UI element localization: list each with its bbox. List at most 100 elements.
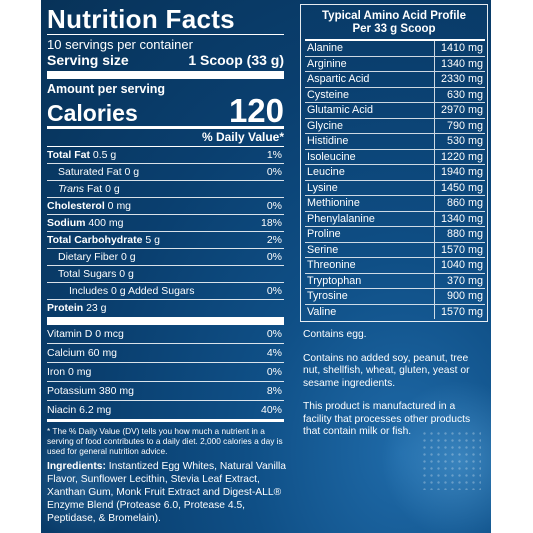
nutrient-row: Trans Fat 0 g xyxy=(47,180,284,197)
vitamin-row: Vitamin D 0 mcg 0% xyxy=(47,325,284,343)
amino-row: Glutamic Acid 2970 mg xyxy=(305,103,485,119)
amino-title-line2: Per 33 g Scoop xyxy=(352,22,436,35)
nutrient-amount: 23 g xyxy=(83,301,107,314)
amino-name: Methionine xyxy=(305,196,435,211)
nutrient-label: Dietary Fiber 0 g xyxy=(58,250,136,263)
serving-size-value: 1 Scoop (33 g) xyxy=(188,52,284,68)
nutrient-amount: Fat 0 g xyxy=(84,182,120,195)
amino-value: 1940 mg xyxy=(440,166,483,178)
amino-value: 1040 mg xyxy=(440,259,483,271)
calories-value: 120 xyxy=(228,92,284,129)
amino-value: 2970 mg xyxy=(440,104,483,116)
amino-row: Valine 1570 mg xyxy=(305,304,485,319)
amino-value: 2330 mg xyxy=(440,73,483,85)
calories-label: Calories xyxy=(47,100,138,126)
amino-name: Cysteine xyxy=(305,87,435,102)
allergen-notes: Contains egg. Contains no added soy, pea… xyxy=(303,329,485,450)
serving-size-row: Serving size 1 Scoop (33 g) xyxy=(47,52,284,71)
vitamin-dv: 0% xyxy=(266,365,282,378)
vitamin-row: Calcium 60 mg 4% xyxy=(47,343,284,362)
nutrient-amount: 5 g xyxy=(142,233,160,246)
nutrition-facts-panel: Nutrition Facts 10 servings per containe… xyxy=(47,4,284,456)
nutrient-label: Includes 0 g Added Sugars xyxy=(69,284,195,297)
amino-name: Proline xyxy=(305,227,435,242)
nutrient-name: Cholesterol xyxy=(47,199,105,212)
nutrient-row: Total Sugars 0 g xyxy=(47,265,284,282)
amino-value: 790 mg xyxy=(446,119,483,132)
amino-name: Valine xyxy=(305,304,435,319)
amino-acid-profile: Typical Amino Acid Profile Per 33 g Scoo… xyxy=(300,4,488,322)
amino-value: 1340 mg xyxy=(440,57,483,70)
amino-row: Arginine 1340 mg xyxy=(305,56,485,72)
vitamin-label: Potassium 380 mg xyxy=(47,384,134,397)
amino-acid-title: Typical Amino Acid Profile Per 33 g Scoo… xyxy=(301,5,487,39)
divider-medium xyxy=(47,419,284,422)
nutrient-row: Cholesterol 0 mg 0% xyxy=(47,197,284,214)
amino-row: Phenylalanine 1340 mg xyxy=(305,211,485,227)
nutrient-label: Total Sugars 0 g xyxy=(58,267,134,280)
nutrient-amount: 400 mg xyxy=(85,216,124,229)
vitamin-row: Niacin 6.2 mg 40% xyxy=(47,400,284,419)
nutrient-row: Total Fat 0.5 g 1% xyxy=(47,146,284,163)
daily-value-header: % Daily Value* xyxy=(201,130,284,144)
note-contains-egg: Contains egg. xyxy=(303,329,367,340)
amino-value: 1570 mg xyxy=(440,243,483,256)
amino-row: Alanine 1410 mg xyxy=(305,41,485,57)
amino-row: Aspartic Acid 2330 mg xyxy=(305,72,485,88)
nutrient-row: Saturated Fat 0 g 0% xyxy=(47,163,284,180)
amino-name: Serine xyxy=(305,242,435,257)
amino-row: Tryptophan 370 mg xyxy=(305,273,485,289)
vitamin-row: Potassium 380 mg 8% xyxy=(47,381,284,400)
nutrient-dv: 18% xyxy=(260,216,282,229)
amino-row: Serine 1570 mg xyxy=(305,242,485,258)
amino-value: 880 mg xyxy=(446,228,483,240)
amino-name: Phenylalanine xyxy=(305,211,435,226)
amino-row: Histidine 530 mg xyxy=(305,134,485,150)
amino-name: Alanine xyxy=(305,41,435,56)
nutrient-row: Includes 0 g Added Sugars 0% xyxy=(47,282,284,299)
daily-value-footnote: * The % Daily Value (DV) tells you how m… xyxy=(47,426,283,456)
nutrient-row: Total Carbohydrate 5 g 2% xyxy=(47,231,284,248)
vitamin-label: Iron 0 mg xyxy=(47,365,92,378)
amino-row: Glycine 790 mg xyxy=(305,118,485,134)
amino-row: Threonine 1040 mg xyxy=(305,258,485,274)
vitamin-dv: 8% xyxy=(266,384,282,397)
nutrient-name: Protein xyxy=(47,301,84,314)
nutrient-name: Sodium xyxy=(47,216,86,229)
amino-value: 370 mg xyxy=(446,274,483,287)
nutrient-dv: 0% xyxy=(266,199,282,212)
amino-value: 530 mg xyxy=(446,135,483,147)
amino-row: Cysteine 630 mg xyxy=(305,87,485,103)
amino-name: Isoleucine xyxy=(305,149,435,164)
vitamin-label: Vitamin D 0 mcg xyxy=(47,327,124,340)
nutrient-name-italic: Trans xyxy=(58,182,85,195)
vitamin-dv: 0% xyxy=(266,327,282,340)
nutrient-name: Total Fat xyxy=(47,148,90,161)
nutrient-dv: 0% xyxy=(266,165,282,178)
amino-name: Arginine xyxy=(305,56,435,71)
amino-value: 1410 mg xyxy=(440,42,483,54)
amino-name: Leucine xyxy=(305,165,435,180)
amino-name: Glutamic Acid xyxy=(305,103,435,118)
vitamin-label: Calcium 60 mg xyxy=(47,346,118,359)
calories-row: Calories 120 xyxy=(47,92,284,129)
amino-title-line1: Typical Amino Acid Profile xyxy=(322,10,466,22)
amino-value: 860 mg xyxy=(446,197,483,209)
divider-medium xyxy=(47,126,284,129)
ingredients-label: Ingredients: xyxy=(47,461,106,472)
amino-value: 1220 mg xyxy=(440,150,483,163)
ingredients-text: Ingredients: Instantized Egg Whites, Nat… xyxy=(47,460,287,525)
amino-row: Lysine 1450 mg xyxy=(305,180,485,196)
nutrient-amount: 0.5 g xyxy=(89,148,117,161)
nutrient-dv: 2% xyxy=(266,233,282,246)
note-facility: This product is manufactured in a facili… xyxy=(303,401,471,437)
amino-value: 1450 mg xyxy=(440,181,483,194)
amino-name: Glycine xyxy=(305,118,435,133)
amino-value: 1340 mg xyxy=(440,212,483,225)
amino-row: Leucine 1940 mg xyxy=(305,165,485,181)
vitamin-dv: 40% xyxy=(260,403,282,416)
note-no-allergens: Contains no added soy, peanut, tree nut,… xyxy=(303,352,470,389)
nutrient-dv: 0% xyxy=(266,284,282,297)
nutrient-label: Saturated Fat 0 g xyxy=(58,165,140,178)
amino-value: 630 mg xyxy=(446,88,483,101)
